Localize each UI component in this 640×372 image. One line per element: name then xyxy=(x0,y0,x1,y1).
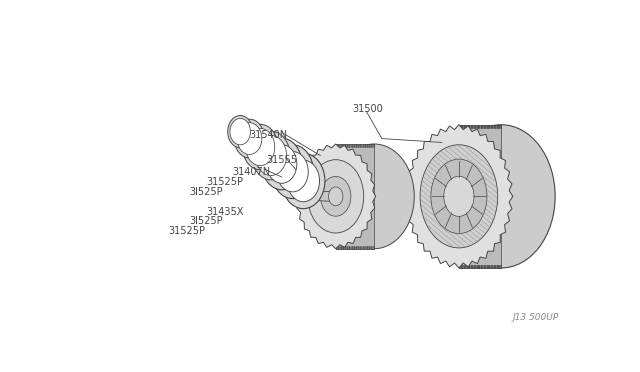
Ellipse shape xyxy=(277,151,308,192)
Ellipse shape xyxy=(308,160,364,233)
Text: 31525P: 31525P xyxy=(206,177,243,187)
Ellipse shape xyxy=(444,176,474,217)
Ellipse shape xyxy=(431,159,487,234)
Text: 31500: 31500 xyxy=(353,104,383,114)
Ellipse shape xyxy=(289,194,297,199)
Ellipse shape xyxy=(262,138,302,190)
Polygon shape xyxy=(459,125,501,268)
Ellipse shape xyxy=(230,118,250,145)
Ellipse shape xyxy=(246,128,275,166)
Polygon shape xyxy=(296,144,376,249)
Text: 31435X: 31435X xyxy=(206,207,244,217)
Ellipse shape xyxy=(420,145,498,248)
Polygon shape xyxy=(293,191,336,202)
Ellipse shape xyxy=(243,124,278,170)
Text: 31540N: 31540N xyxy=(250,130,287,140)
Polygon shape xyxy=(336,144,374,249)
Ellipse shape xyxy=(321,176,351,216)
Ellipse shape xyxy=(271,145,314,199)
Ellipse shape xyxy=(234,119,264,158)
Ellipse shape xyxy=(334,144,414,249)
Text: 31555: 31555 xyxy=(266,155,298,165)
Ellipse shape xyxy=(228,116,253,148)
Text: 3l525P: 3l525P xyxy=(189,187,223,197)
Ellipse shape xyxy=(328,187,343,206)
Ellipse shape xyxy=(255,135,287,176)
Text: J13 500UP: J13 500UP xyxy=(513,313,559,322)
Text: 31525P: 31525P xyxy=(168,226,205,236)
Ellipse shape xyxy=(252,131,290,180)
Ellipse shape xyxy=(287,160,319,202)
Polygon shape xyxy=(405,125,513,268)
Ellipse shape xyxy=(267,145,297,183)
Ellipse shape xyxy=(447,125,555,268)
Text: 31407N: 31407N xyxy=(232,167,271,177)
Ellipse shape xyxy=(237,123,262,154)
Ellipse shape xyxy=(282,153,325,209)
Text: 3l525P: 3l525P xyxy=(189,216,223,226)
